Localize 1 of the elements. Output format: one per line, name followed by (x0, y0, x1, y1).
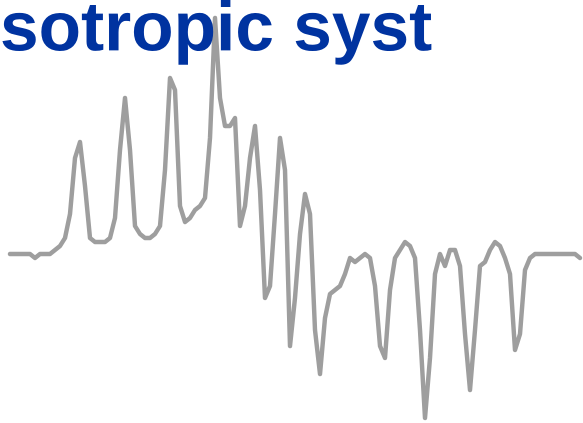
chart-title: sotropic syst (2, 0, 432, 65)
